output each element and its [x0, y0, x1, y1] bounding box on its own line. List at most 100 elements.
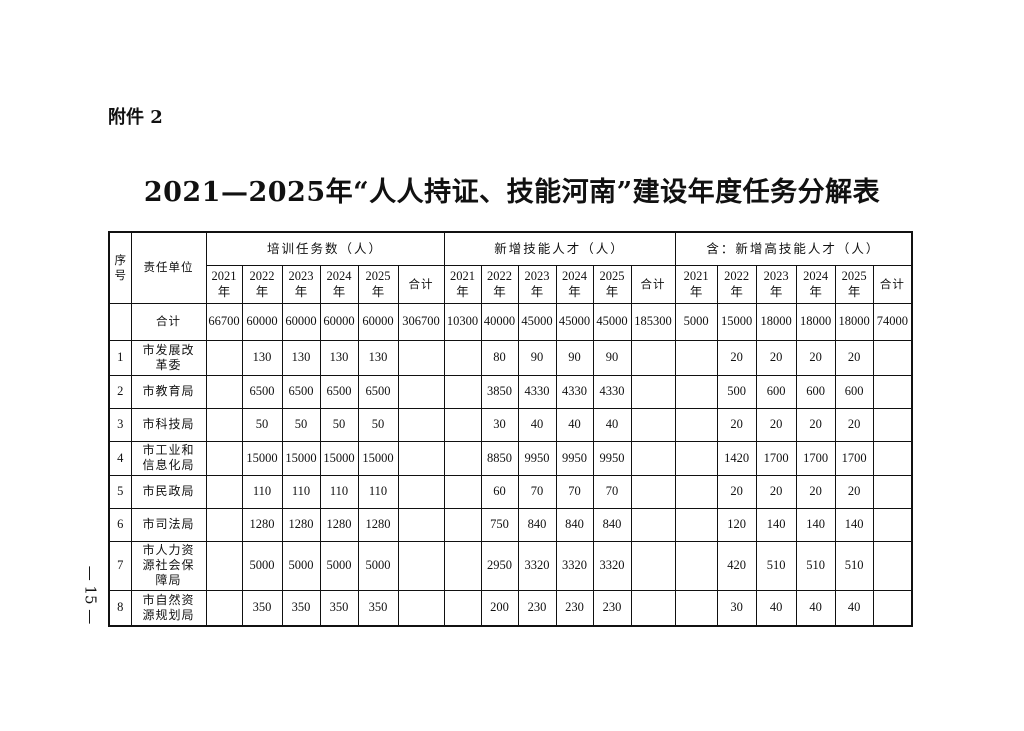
header-total: 合计 — [630, 264, 676, 304]
value-cell: 20 — [795, 339, 836, 376]
value-cell — [443, 540, 482, 591]
table-row: 3 市科技局 50 50 50 50 30 40 40 40 20 20 20 20 — [108, 407, 913, 442]
value-cell: 40000 — [480, 302, 519, 341]
value-cell: 90 — [517, 339, 557, 376]
header-total: 合计 — [397, 264, 445, 304]
value-cell: 4330 — [555, 374, 594, 409]
value-cell: 50 — [319, 407, 359, 442]
value-cell — [872, 440, 913, 476]
value-cell: 6500 — [319, 374, 359, 409]
header-year: 2021年 — [443, 264, 482, 304]
value-cell: 80 — [480, 339, 519, 376]
unit-cell: 合计 — [130, 302, 207, 341]
value-cell: 45000 — [555, 302, 594, 341]
value-cell — [397, 589, 445, 627]
value-cell: 4330 — [517, 374, 557, 409]
header-year: 2025年 — [592, 264, 632, 304]
header-group-new-skilled: 新增技能人才（人） — [443, 231, 676, 266]
value-cell: 18000 — [755, 302, 797, 341]
value-cell — [872, 407, 913, 442]
table-row: 5 市民政局 110 110 110 110 60 70 70 70 20 20 20 20 — [108, 474, 913, 509]
value-cell — [443, 440, 482, 476]
table-row: 2 市教育局 6500 6500 6500 6500 3850 4330 4330 4330 500… — [108, 374, 913, 409]
value-cell: 840 — [555, 507, 594, 542]
value-cell: 200 — [480, 589, 519, 627]
value-cell: 1280 — [319, 507, 359, 542]
value-cell: 9950 — [555, 440, 594, 476]
unit-cell: 市科技局 — [130, 407, 207, 442]
value-cell: 20 — [716, 474, 757, 509]
value-cell: 510 — [834, 540, 874, 591]
header-year-label: 2025年 — [841, 269, 867, 299]
value-cell: 1280 — [241, 507, 283, 542]
value-cell: 6500 — [241, 374, 283, 409]
value-cell — [397, 339, 445, 376]
value-cell: 500 — [716, 374, 757, 409]
value-cell — [443, 374, 482, 409]
value-cell: 20 — [755, 339, 797, 376]
value-cell: 1280 — [281, 507, 321, 542]
value-cell: 5000 — [241, 540, 283, 591]
value-cell: 1420 — [716, 440, 757, 476]
value-cell: 40 — [834, 589, 874, 627]
value-cell: 50 — [281, 407, 321, 442]
value-cell — [872, 589, 913, 627]
value-cell: 8850 — [480, 440, 519, 476]
value-cell: 15000 — [716, 302, 757, 341]
value-cell: 110 — [281, 474, 321, 509]
header-year-label: 2024年 — [326, 269, 352, 299]
value-cell: 3850 — [480, 374, 519, 409]
unit-cell: 市教育局 — [130, 374, 207, 409]
header-year-label: 2023年 — [288, 269, 314, 299]
header-total: 合计 — [872, 264, 913, 304]
seq-cell: 5 — [108, 474, 132, 509]
header-year-label: 2021年 — [683, 269, 709, 299]
value-cell: 6500 — [357, 374, 399, 409]
value-cell — [872, 474, 913, 509]
header-seq: 序号 — [108, 231, 132, 304]
value-cell: 230 — [517, 589, 557, 627]
seq-cell: 1 — [108, 339, 132, 376]
value-cell: 420 — [716, 540, 757, 591]
value-cell: 20 — [795, 407, 836, 442]
value-cell: 20 — [834, 407, 874, 442]
value-cell — [674, 440, 718, 476]
value-cell: 60000 — [281, 302, 321, 341]
value-cell: 90 — [592, 339, 632, 376]
header-year: 2021年 — [205, 264, 243, 304]
value-cell: 15000 — [357, 440, 399, 476]
page-number: — 15 — — [81, 565, 99, 625]
value-cell — [872, 374, 913, 409]
value-cell — [674, 589, 718, 627]
value-cell: 6500 — [281, 374, 321, 409]
seq-cell: 6 — [108, 507, 132, 542]
header-year: 2023年 — [755, 264, 797, 304]
value-cell: 60 — [480, 474, 519, 509]
value-cell — [205, 407, 243, 442]
value-cell — [205, 474, 243, 509]
value-cell: 1700 — [795, 440, 836, 476]
header-year: 2022年 — [716, 264, 757, 304]
value-cell — [397, 507, 445, 542]
value-cell: 120 — [716, 507, 757, 542]
value-cell: 1700 — [834, 440, 874, 476]
value-cell: 230 — [592, 589, 632, 627]
value-cell: 70 — [555, 474, 594, 509]
value-cell: 40 — [592, 407, 632, 442]
header-year: 2022年 — [480, 264, 519, 304]
header-year-label: 2021年 — [211, 269, 237, 299]
value-cell: 130 — [319, 339, 359, 376]
table-row: 4 市工业和信息化局 15000 15000 15000 15000 8850 9950 995… — [108, 440, 913, 476]
value-cell: 45000 — [517, 302, 557, 341]
value-cell: 350 — [357, 589, 399, 627]
seq-cell: 8 — [108, 589, 132, 627]
value-cell: 74000 — [872, 302, 913, 341]
document-title: 2021—2025年“人人持证、技能河南”建设年度任务分解表 — [143, 177, 881, 208]
value-cell: 600 — [834, 374, 874, 409]
value-cell — [397, 407, 445, 442]
value-cell — [630, 440, 676, 476]
value-cell — [674, 374, 718, 409]
header-year: 2023年 — [281, 264, 321, 304]
value-cell — [205, 339, 243, 376]
value-cell: 70 — [517, 474, 557, 509]
